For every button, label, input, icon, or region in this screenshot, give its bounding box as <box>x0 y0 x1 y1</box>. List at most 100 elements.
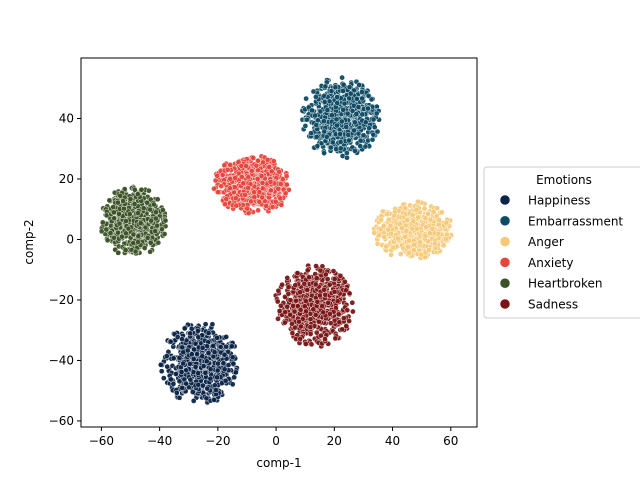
data-point <box>397 251 404 257</box>
data-point <box>227 185 233 192</box>
data-point <box>285 284 292 291</box>
data-point <box>204 385 211 392</box>
data-point <box>260 159 266 166</box>
data-point <box>368 96 375 103</box>
data-point <box>282 309 288 315</box>
data-point <box>286 187 292 193</box>
data-point <box>268 168 275 175</box>
data-point <box>210 342 217 349</box>
data-point <box>220 360 227 367</box>
data-point <box>275 185 282 192</box>
data-point <box>343 323 350 330</box>
data-point <box>161 231 168 237</box>
data-point <box>333 116 340 123</box>
data-point <box>287 311 294 318</box>
data-point <box>324 107 331 113</box>
data-point <box>410 218 417 225</box>
data-point <box>380 223 387 229</box>
data-point <box>116 210 122 217</box>
data-point <box>115 199 121 206</box>
data-point <box>346 137 352 144</box>
data-point <box>157 361 164 368</box>
data-point <box>202 321 209 328</box>
data-point <box>334 122 340 129</box>
data-point <box>277 181 284 187</box>
data-point <box>276 308 283 314</box>
y-tick-label: 20 <box>59 172 74 186</box>
data-point <box>221 366 228 373</box>
data-point <box>330 268 337 274</box>
data-point <box>436 217 442 223</box>
data-point <box>322 271 329 278</box>
data-point <box>162 217 169 224</box>
data-point <box>307 316 314 323</box>
data-point <box>411 241 417 248</box>
data-point <box>346 84 353 90</box>
data-point <box>167 338 174 345</box>
legend-marker <box>499 236 511 247</box>
data-point <box>337 131 343 137</box>
data-point <box>293 297 299 304</box>
data-point <box>229 381 236 388</box>
data-point <box>117 192 124 199</box>
data-point <box>292 282 299 289</box>
x-tick-label: 20 <box>327 434 342 448</box>
data-point <box>123 218 129 224</box>
data-point <box>345 132 352 138</box>
data-point <box>415 214 422 221</box>
x-tick-label: −20 <box>205 434 230 448</box>
data-point <box>195 381 202 388</box>
data-point <box>308 341 315 348</box>
data-point <box>258 173 265 179</box>
data-point <box>276 168 283 175</box>
data-point <box>173 371 179 377</box>
data-point <box>214 374 220 381</box>
data-point <box>426 247 432 253</box>
data-point <box>334 94 340 100</box>
data-point <box>207 366 214 373</box>
data-point <box>425 211 431 217</box>
data-point <box>199 382 206 389</box>
data-point <box>359 111 366 118</box>
data-point <box>337 272 344 279</box>
data-point <box>370 131 377 138</box>
data-point <box>132 248 139 255</box>
data-point <box>154 196 161 203</box>
data-point <box>131 201 138 207</box>
data-point <box>187 361 193 367</box>
data-point <box>135 233 142 239</box>
data-point <box>346 95 353 102</box>
data-point <box>275 315 281 322</box>
data-point <box>119 233 125 240</box>
data-point <box>384 211 390 218</box>
data-point <box>357 137 364 144</box>
data-point <box>302 123 309 129</box>
data-point <box>251 189 257 196</box>
data-point <box>431 240 438 247</box>
data-point <box>344 307 351 314</box>
y-tick-label: 0 <box>66 232 74 246</box>
data-point <box>155 239 162 246</box>
data-point <box>439 209 445 216</box>
data-point <box>269 204 276 210</box>
data-point <box>122 247 129 253</box>
data-point <box>147 239 154 246</box>
data-point <box>314 143 321 149</box>
data-point <box>415 198 421 205</box>
data-point <box>180 360 186 367</box>
data-point <box>103 226 110 233</box>
data-point <box>303 308 309 315</box>
data-point <box>297 336 304 342</box>
data-point <box>390 244 397 251</box>
data-point <box>301 280 308 287</box>
data-point <box>339 326 346 333</box>
data-point <box>346 290 353 297</box>
data-point <box>391 212 398 219</box>
data-point <box>223 196 230 203</box>
data-point <box>343 124 350 130</box>
data-point <box>297 289 304 296</box>
data-point <box>244 205 251 212</box>
data-point <box>409 225 416 232</box>
data-point <box>164 363 171 370</box>
